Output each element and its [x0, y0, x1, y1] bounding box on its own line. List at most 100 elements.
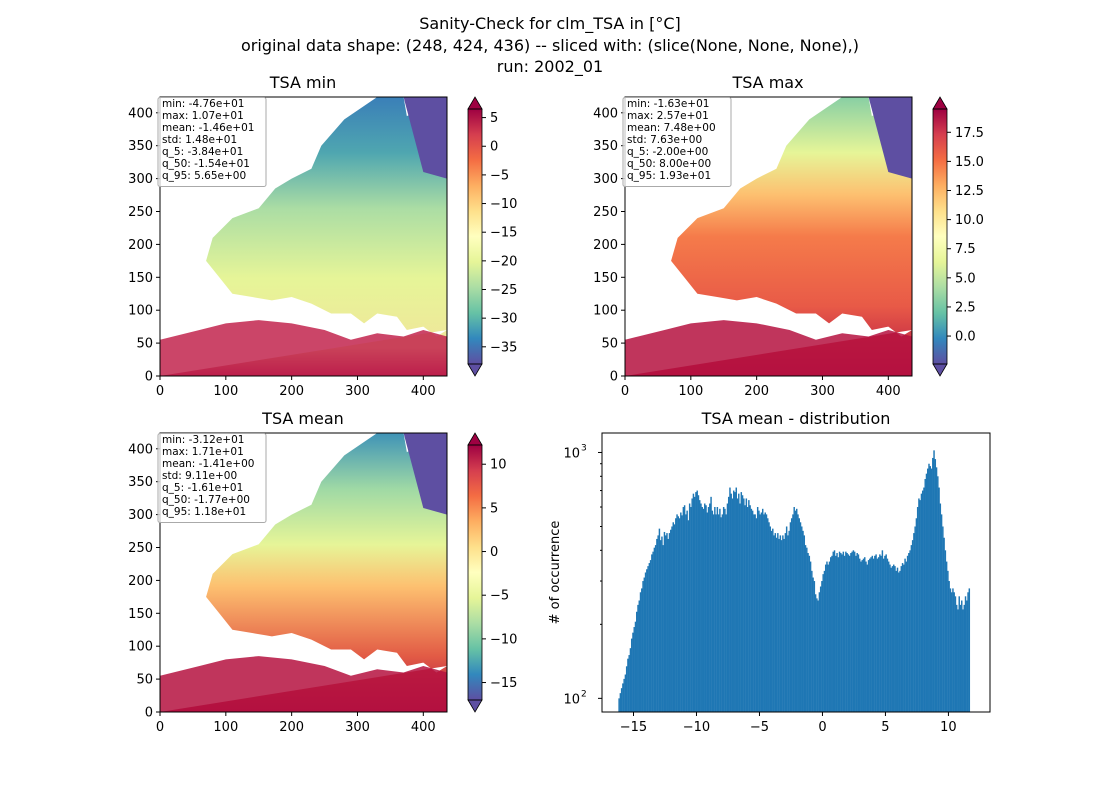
map-ytick-label: 200	[593, 238, 618, 253]
hist-bar	[676, 514, 678, 712]
hist-bar	[937, 476, 939, 712]
hist-bar	[962, 609, 964, 712]
hist-bar	[756, 507, 759, 712]
hist-bar	[691, 498, 693, 712]
colorbar	[933, 109, 947, 364]
map-ytick-label: 250	[128, 541, 153, 556]
colorbar	[468, 445, 482, 700]
map-land	[160, 433, 447, 712]
map-ytick-label: 350	[128, 139, 153, 154]
map-ytick-label: 50	[136, 337, 153, 352]
hist-bar	[793, 507, 795, 712]
hist-bar	[887, 561, 890, 712]
map-africa	[160, 656, 447, 712]
hist-bar	[841, 554, 843, 712]
map-xtick-label: 200	[279, 384, 304, 399]
hist-bar	[886, 558, 889, 712]
hist-bar	[750, 508, 753, 712]
hist-bar	[967, 592, 969, 712]
hist-bar	[678, 518, 681, 712]
hist-bar	[719, 508, 721, 712]
stats-line: std: 7.63e+00	[627, 134, 702, 146]
hist-bar	[809, 561, 812, 712]
hist-bar	[760, 512, 763, 712]
hist-bar	[909, 550, 911, 712]
map-ytick-label: 350	[593, 139, 618, 154]
hist-bar	[948, 581, 950, 712]
hist-bar	[899, 570, 901, 712]
hist-bar	[801, 526, 803, 712]
hist-bar	[712, 514, 715, 712]
hist-bar	[768, 522, 770, 712]
hist-bar	[847, 554, 850, 712]
stats-line: q_95: 5.65e+00	[162, 170, 246, 182]
hist-bar	[647, 566, 649, 712]
colorbar-tick-label: −5	[490, 168, 509, 183]
colorbar-tick-label: 0	[490, 140, 498, 155]
hist-xtick-label: −15	[620, 720, 647, 735]
map-africa	[160, 320, 447, 376]
hist-frame	[601, 432, 991, 713]
hist-bar	[710, 496, 712, 712]
hist-ytick-label: 10	[563, 446, 580, 461]
hist-bar	[929, 466, 931, 712]
stats-line: mean: 7.48e+00	[627, 122, 716, 134]
hist-bar	[696, 490, 698, 712]
colorbar-tick-label: 12.5	[955, 184, 984, 199]
hist-bar	[633, 627, 635, 712]
hist-bar	[819, 586, 822, 712]
map-xtick-label: 400	[876, 384, 901, 399]
map-ytick-label: 0	[145, 706, 153, 721]
hist-bar	[877, 557, 880, 712]
hist-bar	[900, 566, 903, 712]
hist-bar	[618, 698, 620, 712]
hist-bar	[797, 514, 799, 712]
map-ytick-label: 250	[128, 205, 153, 220]
hist-bar	[955, 604, 958, 712]
hist-bar	[777, 533, 779, 712]
hist-bar	[923, 487, 925, 712]
hist-bar	[882, 558, 885, 712]
hist-bar	[871, 555, 874, 712]
hist-bar	[736, 498, 739, 712]
hist-bar	[619, 693, 622, 712]
hist-bar	[731, 498, 734, 712]
map-ytick-label: 50	[601, 337, 618, 352]
panel-title-tsa-max: TSA max	[731, 73, 803, 92]
hist-bar	[788, 530, 790, 712]
hist-bar	[720, 517, 722, 712]
hist-bar	[789, 522, 792, 712]
hist-bar	[749, 505, 751, 712]
hist-bar	[770, 530, 773, 712]
hist-bar	[823, 570, 826, 712]
map-panel-2: 0 100 200 300 400050100150200250300350400min…	[128, 432, 517, 735]
hist-bar	[778, 538, 780, 712]
panel-title-tsa-mean: TSA mean	[261, 409, 344, 428]
map-xtick-label: 200	[279, 720, 304, 735]
stats-line: q_95: 1.18e+01	[162, 506, 246, 518]
hist-bar	[836, 553, 838, 712]
hist-bar	[782, 535, 784, 712]
map-ytick-label: 0	[610, 370, 618, 385]
hist-bar	[803, 535, 806, 712]
colorbar-frame	[932, 108, 948, 365]
hist-bar	[799, 522, 802, 712]
hist-bar	[943, 537, 945, 712]
hist-bar	[738, 493, 740, 712]
map-xtick-label: 0	[156, 720, 164, 735]
hist-bar	[666, 533, 668, 712]
hist-bar	[644, 572, 647, 712]
hist-bar	[918, 498, 920, 712]
colorbar-tick-label: −25	[490, 283, 517, 298]
hist-bar	[739, 503, 741, 712]
map-frame	[159, 96, 448, 377]
hist-bar	[627, 658, 629, 712]
hist-xtick-label: −5	[750, 720, 769, 735]
hist-bar	[843, 555, 846, 712]
hist-bar	[958, 596, 960, 712]
hist-bar	[671, 526, 673, 712]
hist-bar	[701, 507, 703, 712]
colorbar-extend-top	[467, 96, 483, 110]
map-ytick-label: 150	[128, 271, 153, 286]
hist-bar	[630, 638, 633, 712]
